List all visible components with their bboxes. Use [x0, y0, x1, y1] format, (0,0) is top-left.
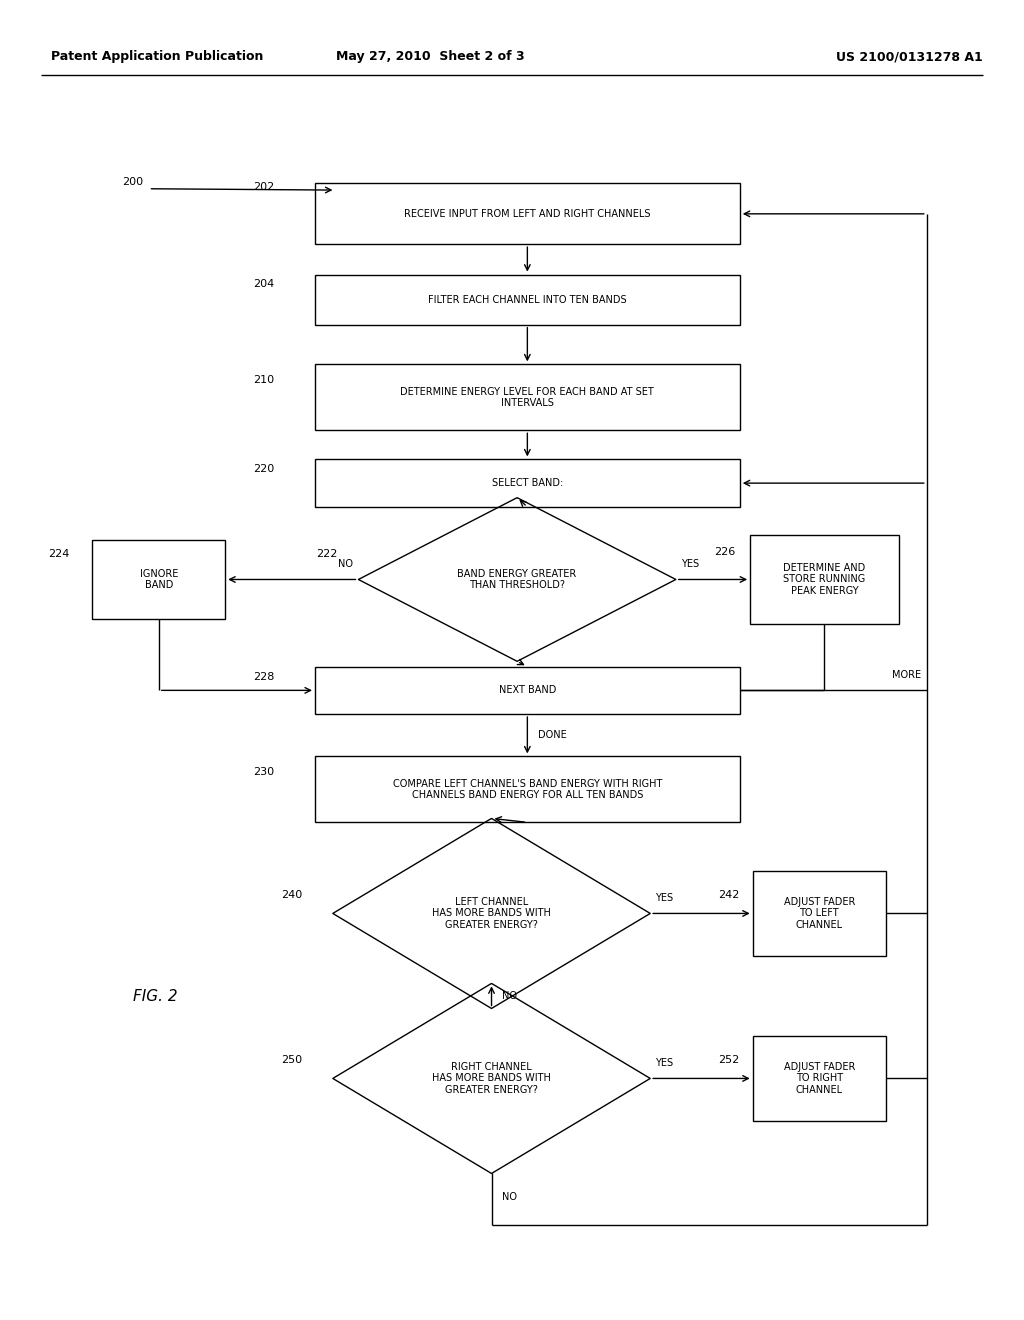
Text: 228: 228 [253, 672, 274, 682]
Text: SELECT BAND:: SELECT BAND: [492, 478, 563, 488]
Text: 226: 226 [714, 546, 735, 557]
Text: FIG. 2: FIG. 2 [133, 989, 178, 1005]
Bar [315, 459, 739, 507]
Bar [315, 275, 739, 325]
Text: US 2100/0131278 A1: US 2100/0131278 A1 [837, 50, 983, 63]
Text: YES: YES [655, 892, 674, 903]
Text: YES: YES [681, 558, 699, 569]
Text: May 27, 2010  Sheet 2 of 3: May 27, 2010 Sheet 2 of 3 [336, 50, 524, 63]
Text: 204: 204 [253, 279, 274, 289]
Text: BAND ENERGY GREATER
THAN THRESHOLD?: BAND ENERGY GREATER THAN THRESHOLD? [458, 569, 577, 590]
Bar [315, 756, 739, 822]
Text: NO: NO [502, 991, 517, 1001]
Text: IGNORE
BAND: IGNORE BAND [139, 569, 178, 590]
Text: 242: 242 [718, 890, 739, 900]
Text: NEXT BAND: NEXT BAND [499, 685, 556, 696]
Text: ADJUST FADER
TO RIGHT
CHANNEL: ADJUST FADER TO RIGHT CHANNEL [783, 1061, 855, 1096]
Bar [315, 183, 739, 244]
Text: COMPARE LEFT CHANNEL'S BAND ENERGY WITH RIGHT
CHANNELS BAND ENERGY FOR ALL TEN B: COMPARE LEFT CHANNEL'S BAND ENERGY WITH … [392, 779, 663, 800]
Text: 252: 252 [718, 1055, 739, 1065]
Text: YES: YES [655, 1057, 674, 1068]
Text: MORE: MORE [893, 669, 922, 680]
Bar [315, 667, 739, 714]
Bar [753, 1035, 886, 1122]
Bar [315, 364, 739, 430]
Text: NO: NO [502, 1192, 517, 1203]
Bar [92, 540, 225, 619]
Text: 240: 240 [281, 890, 302, 900]
Text: Patent Application Publication: Patent Application Publication [51, 50, 263, 63]
Text: 222: 222 [316, 549, 338, 560]
Text: LEFT CHANNEL
HAS MORE BANDS WITH
GREATER ENERGY?: LEFT CHANNEL HAS MORE BANDS WITH GREATER… [432, 896, 551, 931]
Text: RIGHT CHANNEL
HAS MORE BANDS WITH
GREATER ENERGY?: RIGHT CHANNEL HAS MORE BANDS WITH GREATE… [432, 1061, 551, 1096]
Bar [750, 535, 899, 624]
Bar [753, 871, 886, 956]
Text: 220: 220 [253, 463, 274, 474]
Text: 230: 230 [253, 767, 274, 777]
Text: DONE: DONE [538, 730, 566, 741]
Text: NO: NO [338, 558, 353, 569]
Text: 202: 202 [253, 182, 274, 193]
Text: 250: 250 [281, 1055, 302, 1065]
Text: ADJUST FADER
TO LEFT
CHANNEL: ADJUST FADER TO LEFT CHANNEL [783, 896, 855, 931]
Text: 200: 200 [122, 177, 143, 187]
Text: 224: 224 [48, 549, 70, 560]
Text: DETERMINE AND
STORE RUNNING
PEAK ENERGY: DETERMINE AND STORE RUNNING PEAK ENERGY [783, 562, 865, 597]
Text: 210: 210 [253, 375, 274, 385]
Text: DETERMINE ENERGY LEVEL FOR EACH BAND AT SET
INTERVALS: DETERMINE ENERGY LEVEL FOR EACH BAND AT … [400, 387, 654, 408]
Text: RECEIVE INPUT FROM LEFT AND RIGHT CHANNELS: RECEIVE INPUT FROM LEFT AND RIGHT CHANNE… [404, 209, 650, 219]
Text: FILTER EACH CHANNEL INTO TEN BANDS: FILTER EACH CHANNEL INTO TEN BANDS [428, 294, 627, 305]
